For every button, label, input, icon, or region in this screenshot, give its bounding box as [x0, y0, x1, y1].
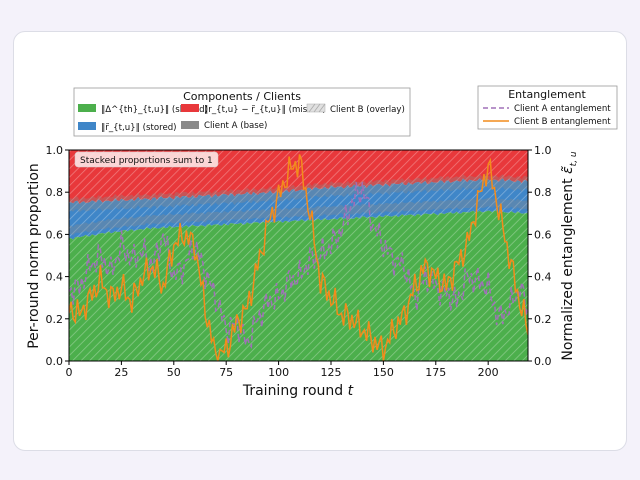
x-tick-label: 150 — [373, 366, 394, 379]
x-tick-label: 0 — [66, 366, 73, 379]
legend-label-missed: ‖r_{t,u} − r̃_{t,u}‖ (missed) — [204, 105, 326, 115]
plot-frame — [68, 149, 529, 362]
legend-swatch-client-a — [181, 121, 199, 129]
y-tick-label: 0.0 — [46, 355, 64, 368]
x-tick-label: 175 — [425, 366, 446, 379]
legend-label-stored: ‖r̃_{t,u}‖ (stored) — [101, 123, 177, 133]
x-tick-label: 75 — [219, 366, 233, 379]
legend-label-client-b: Client B (overlay) — [330, 105, 405, 115]
line-client-a-entanglement — [69, 182, 528, 350]
y-tick-label: 0.4 — [46, 271, 64, 284]
y2-tick-label: 1.0 — [534, 144, 552, 157]
axes: 0 25 50 75 100 125 150 175 200 0.0 0.0 0.2 0.2 0.4 0.4… — [46, 144, 552, 379]
legend-components-title: Components / Clients — [183, 90, 301, 103]
y2-tick-label: 0.4 — [534, 271, 552, 284]
x-tick-label: 50 — [167, 366, 181, 379]
x-tick-label: 125 — [320, 366, 341, 379]
y2-axis-label: Normalized entanglement ε̃t, u — [560, 151, 579, 361]
legend-label-client-b-ent: Client B entanglement — [514, 117, 611, 127]
legend-swatch-client-b — [306, 103, 326, 113]
annotation-text: Stacked proportions sum to 1 — [80, 156, 213, 166]
y2-tick-label: 0.2 — [534, 313, 552, 326]
y-tick-label: 0.6 — [46, 228, 64, 241]
y-tick-label: 1.0 — [46, 144, 64, 157]
legend-components: Components / Clients ‖Δ^{th}_{t,u}‖ (sha… — [73, 87, 411, 137]
y-tick-label: 0.2 — [46, 313, 64, 326]
y2-tick-label: 0.0 — [534, 355, 552, 368]
x-tick-label: 100 — [268, 366, 289, 379]
legend-label-shared: ‖Δ^{th}_{t,u}‖ (shared) — [101, 105, 208, 115]
legend-label-client-a-ent: Client A entanglement — [514, 104, 611, 114]
area-client-a-band — [69, 197, 528, 236]
y-axis-label: Per-round norm proportion — [26, 163, 42, 349]
y2-tick-label: 0.6 — [534, 228, 552, 241]
plot-area — [69, 150, 528, 361]
area-client-a-band-upper — [69, 173, 528, 213]
x-tick-label: 200 — [478, 366, 499, 379]
legend-label-client-a: Client A (base) — [204, 121, 267, 131]
x-axis-label: Training round t — [242, 383, 354, 399]
legend-swatch-missed — [181, 104, 199, 112]
legend-swatch-shared — [78, 104, 96, 112]
legend-entanglement-title: Entanglement — [508, 88, 586, 101]
legend-swatch-stored — [78, 122, 96, 130]
y2-tick-label: 0.8 — [534, 186, 552, 199]
legend-entanglement: Entanglement Client A entanglement Clien… — [477, 85, 618, 130]
line-client-b-entanglement — [69, 154, 528, 361]
x-tick-label: 25 — [114, 366, 128, 379]
y-tick-label: 0.8 — [46, 186, 64, 199]
annotation-box: Stacked proportions sum to 1 — [74, 151, 219, 168]
